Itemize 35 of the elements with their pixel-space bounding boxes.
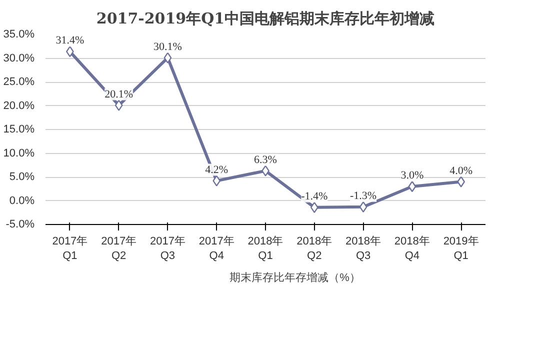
data-label: 4.0% bbox=[450, 164, 473, 177]
data-label: 4.2% bbox=[205, 164, 228, 176]
x-tick-label: 2018年 Q2 bbox=[296, 236, 332, 262]
y-tick-label: 25.0% bbox=[3, 76, 35, 88]
x-tick-label: 2017年 Q3 bbox=[150, 236, 186, 262]
data-label: 20.1% bbox=[104, 88, 134, 100]
point bbox=[114, 100, 123, 111]
y-tick-label: -5.0% bbox=[6, 218, 35, 230]
point bbox=[310, 202, 318, 213]
y-tick-label: 15.0% bbox=[3, 124, 35, 136]
y-tick-label: 5.0% bbox=[9, 171, 35, 183]
point bbox=[164, 52, 172, 64]
y-tick-label: 35.0% bbox=[3, 28, 35, 40]
y-tick-label: 0.0% bbox=[9, 194, 35, 207]
x-tick-label: 2019年 Q1 bbox=[443, 236, 479, 262]
data-label: 30.1% bbox=[154, 40, 182, 53]
y-tick-label: 20.0% bbox=[3, 100, 35, 112]
y-tick-label: 30.0% bbox=[3, 52, 35, 64]
x-tick-label: 2018年 Q1 bbox=[248, 236, 284, 262]
data-label: 6.3% bbox=[254, 154, 277, 166]
data-label: 3.0% bbox=[400, 170, 424, 182]
x-tick-label: 2017年 Q4 bbox=[198, 236, 234, 262]
point bbox=[359, 201, 368, 213]
point bbox=[408, 180, 416, 192]
data-label: -1.4% bbox=[301, 190, 328, 202]
x-tick-label: 2018年 Q4 bbox=[394, 236, 430, 262]
chart-title: 2017-2019年Q1中国电解铝期末库存比年初增减 bbox=[96, 10, 435, 28]
x-tick-label: 2018年 Q3 bbox=[346, 236, 382, 262]
point bbox=[212, 175, 221, 186]
data-label: -1.3% bbox=[350, 190, 377, 202]
text: 期末库存比年存增减（%） bbox=[230, 270, 360, 284]
x-tick-label: 2017年 Q1 bbox=[52, 236, 88, 262]
y-tick-label: 10.0% bbox=[3, 147, 35, 160]
data-label: 31.4% bbox=[56, 34, 84, 47]
x-tick-label: 2017年 Q2 bbox=[101, 236, 137, 262]
